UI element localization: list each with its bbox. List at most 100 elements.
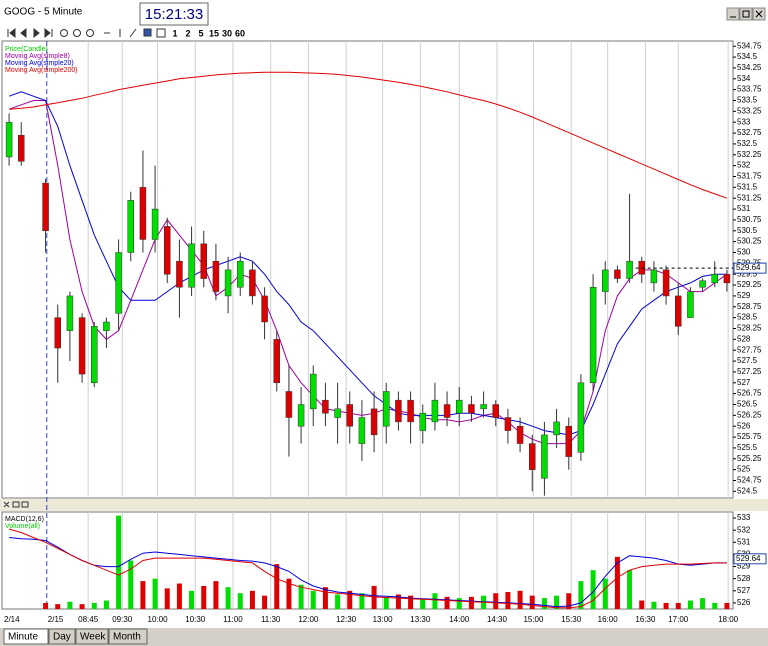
- volume-bar: [189, 590, 195, 609]
- volume-bar: [602, 578, 608, 609]
- first-button[interactable]: [7, 27, 16, 39]
- moving-average-line: [9, 71, 728, 199]
- candle-body: [589, 286, 597, 384]
- volume-bar: [627, 570, 633, 609]
- y-tick-label: 529.25: [737, 280, 762, 289]
- last-button[interactable]: [44, 27, 53, 39]
- volume-bar: [140, 581, 146, 609]
- zoom-in-button[interactable]: [73, 29, 81, 37]
- tabs: Minute Day Week Month: [3, 628, 148, 645]
- volume-bar: [578, 581, 584, 609]
- candle-body: [492, 404, 499, 418]
- interval-button[interactable]: 15: [209, 28, 219, 38]
- tab[interactable]: [108, 628, 148, 645]
- y-tick-label: 525.75: [737, 432, 762, 441]
- tab-label[interactable]: Week: [80, 632, 106, 643]
- y-tick-label: 531.75: [737, 172, 762, 181]
- y-tick-label: 528: [737, 574, 751, 583]
- candle-body: [334, 408, 341, 418]
- y-tick-label: 527.25: [737, 367, 762, 376]
- volume-bar: [639, 600, 645, 609]
- tab-label[interactable]: Minute: [8, 632, 38, 643]
- prev-button[interactable]: [20, 27, 27, 39]
- candle-body: [358, 417, 366, 444]
- candle-body: [310, 373, 317, 410]
- volume-bar: [675, 602, 681, 609]
- y-tick-label: 530: [737, 248, 751, 257]
- y-tick-label: 533.5: [737, 96, 758, 105]
- interval-button[interactable]: 60: [235, 28, 245, 38]
- legend-entry: Moving Avg(simple20): [5, 60, 74, 67]
- style-button[interactable]: [143, 28, 152, 37]
- candle-body: [224, 269, 232, 297]
- candle-body: [395, 399, 402, 423]
- x-tick-label: 12:30: [336, 615, 357, 624]
- interval-button[interactable]: 5: [198, 28, 203, 38]
- volume-bar: [456, 598, 462, 609]
- calendar-button[interactable]: [156, 28, 166, 38]
- y-tick-label: 528: [737, 334, 751, 343]
- candle-body: [529, 443, 536, 470]
- candle-body: [419, 412, 426, 431]
- x-tick-label: 18:00: [718, 615, 739, 624]
- candle-body: [66, 295, 74, 331]
- interval-button[interactable]: 1: [172, 28, 177, 38]
- candle-body: [675, 295, 682, 327]
- tab-label[interactable]: Month: [113, 632, 141, 643]
- candle-body: [285, 391, 293, 418]
- y-tick-label: 529.5: [737, 269, 758, 278]
- tab[interactable]: [48, 628, 76, 645]
- zoom-out-button[interactable]: [60, 29, 68, 37]
- candle-body: [212, 260, 220, 292]
- candle-body: [115, 252, 122, 314]
- candle-body: [200, 243, 207, 279]
- candle-body: [711, 273, 718, 284]
- volume-bar: [91, 602, 97, 609]
- volume-bar: [432, 593, 438, 609]
- y-tick-label: 526.75: [737, 389, 762, 398]
- volume-bar: [554, 595, 560, 609]
- maximize-glyph: [742, 10, 750, 18]
- tab[interactable]: [3, 628, 49, 645]
- volume-bar: [347, 590, 353, 609]
- tab[interactable]: [75, 628, 109, 645]
- volume-bar: [590, 570, 596, 609]
- tab-label[interactable]: Day: [53, 632, 71, 643]
- x-tick-label: 08:45: [78, 615, 99, 624]
- tab-bar: [0, 628, 768, 646]
- x-tick-label: 11:30: [261, 615, 281, 624]
- y-tick-label: 525.25: [737, 454, 762, 463]
- y-tick-label: 526.5: [737, 400, 758, 409]
- candle-body: [188, 243, 195, 288]
- trend-tool[interactable]: [129, 28, 137, 38]
- volume-bar: [67, 601, 73, 609]
- y-tick-label: 531.5: [737, 182, 758, 191]
- y-tick-label: 527.5: [737, 356, 758, 365]
- y-tick-label: 529: [737, 291, 751, 300]
- y-tick-label: 526: [737, 421, 751, 430]
- volume-bar: [103, 600, 109, 609]
- moving-average-line: [8, 100, 728, 445]
- candle-body: [273, 339, 280, 384]
- y-tick-label: 527: [737, 378, 751, 387]
- x-tick-label: 14:30: [487, 615, 508, 624]
- price-panel: [1, 40, 734, 499]
- next-button[interactable]: [33, 27, 40, 39]
- x-tick-label: 13:30: [410, 615, 431, 624]
- y-tick-label: 534.75: [737, 41, 762, 50]
- interval-button[interactable]: 2: [185, 28, 190, 38]
- y-tick-label: 525.5: [737, 443, 758, 452]
- candle-body: [164, 226, 171, 275]
- maximize-button[interactable]: [739, 7, 753, 21]
- interval-button[interactable]: 30: [222, 28, 232, 38]
- volume-bar: [164, 588, 170, 609]
- candle-body: [565, 425, 572, 457]
- zoom-reset-button[interactable]: [86, 29, 94, 37]
- volume-bar: [274, 564, 280, 609]
- volume-bar: [152, 578, 158, 609]
- window-buttons[interactable]: [726, 7, 766, 21]
- volume-bar: [420, 599, 426, 609]
- minimize-button[interactable]: [726, 7, 740, 21]
- y-tick-label: 526: [737, 598, 751, 607]
- y-tick-label: 528.75: [737, 302, 762, 311]
